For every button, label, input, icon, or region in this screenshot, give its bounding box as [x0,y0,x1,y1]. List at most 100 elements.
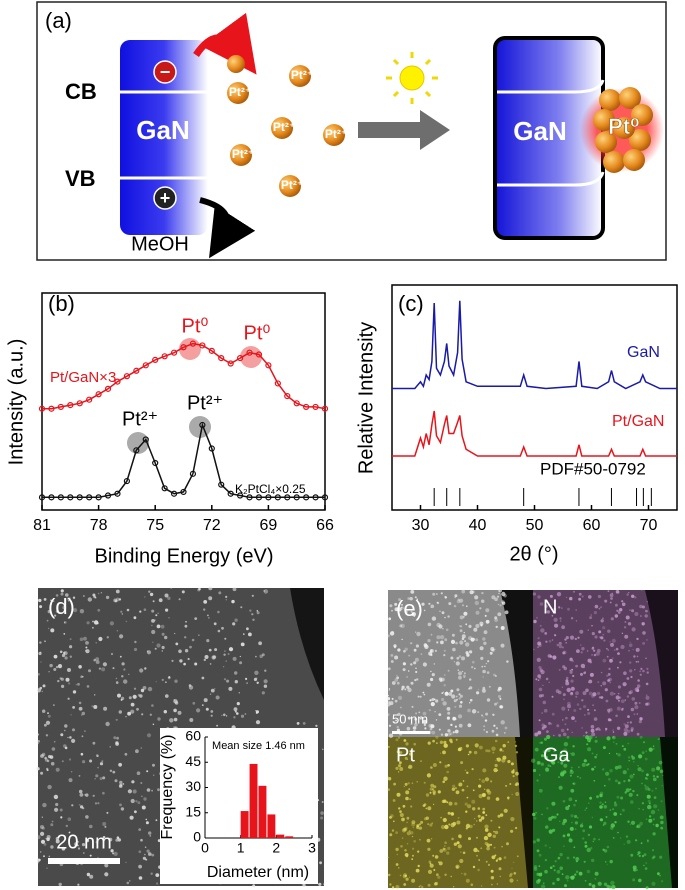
speckle [623,747,627,751]
speckle [68,682,71,685]
speckle [584,809,587,811]
speckle [50,628,55,633]
speckle [558,776,560,778]
speckle [544,604,548,608]
speckle [653,748,655,750]
speckle [627,779,631,782]
speckle [139,610,142,613]
speckle [428,602,431,605]
speckle [436,635,441,640]
speckle [620,708,624,711]
speckle [320,816,324,820]
speckle [514,744,518,748]
speckle [439,849,444,853]
speckle [584,714,586,716]
speckle [158,598,163,603]
speckle [423,693,426,696]
speckle [208,586,213,591]
speckle [562,693,566,697]
speckle [534,747,539,752]
speckle [208,617,210,619]
speckle [86,685,90,688]
speckle [648,802,651,805]
speckle [481,599,485,603]
speckle [648,818,653,823]
speckle [146,650,152,655]
speckle [402,804,406,808]
speckle [436,742,438,744]
speckle [651,881,656,886]
speckle [602,633,605,636]
speckle [409,597,413,601]
speckle [126,881,130,885]
speckle [407,597,411,600]
speckle [415,670,418,674]
speckle [114,779,118,783]
speckle [494,702,497,706]
panel-b: (b) Pt⁰ Pt⁰ Pt²⁺ Pt²⁺ [48,291,270,454]
speckle [644,777,648,780]
speckle [538,694,543,698]
speckle [51,747,56,751]
speckle [123,679,128,684]
speckle [496,757,501,762]
speckle [481,779,486,783]
speckle [559,617,562,620]
speckle [94,777,96,780]
speckle [478,784,482,788]
speckle [121,613,124,615]
speckle [43,843,47,846]
speckle [605,861,607,863]
speckle [155,681,157,683]
speckle [498,592,500,595]
speckle [57,679,60,683]
speckle [622,770,627,775]
speckle [442,780,446,784]
speckle [533,816,537,820]
speckle [119,634,124,639]
speckle [47,784,52,790]
speckle [617,685,622,689]
ion-label: Pt²⁺ [325,127,347,141]
speckle [646,601,648,603]
speckle [498,588,503,593]
speckle [545,825,549,829]
speckle [61,653,66,658]
speckle [443,684,446,687]
speckle [391,697,394,700]
speckle [146,733,152,738]
speckle [608,752,611,755]
speckle [545,767,550,772]
speckle [135,800,138,803]
speckle [643,853,647,856]
panel-label: (d) [48,594,75,619]
speckle [207,614,209,617]
speckle [214,648,218,652]
speckle [80,805,84,809]
speckle [415,631,417,633]
speckle [239,655,241,658]
x-tick-label: 3 [308,840,316,856]
speckle [540,872,543,875]
speckle [459,858,464,864]
speckle [652,818,655,821]
speckle [60,677,64,681]
speckle [95,657,100,661]
speckle [501,845,503,848]
speckle [139,668,144,673]
speckle [443,654,446,657]
speckle [458,704,463,708]
speckle [143,797,147,801]
speckle [419,695,422,698]
speckle [477,807,481,810]
speckle [560,728,565,733]
speckle [447,846,451,851]
point [152,459,159,467]
inset-background [160,728,318,884]
speckle [612,837,615,839]
speckle [565,676,569,680]
speckle [537,761,541,765]
speckle [607,590,610,592]
speckle [591,624,593,627]
x-tick-label: 78 [90,517,108,534]
